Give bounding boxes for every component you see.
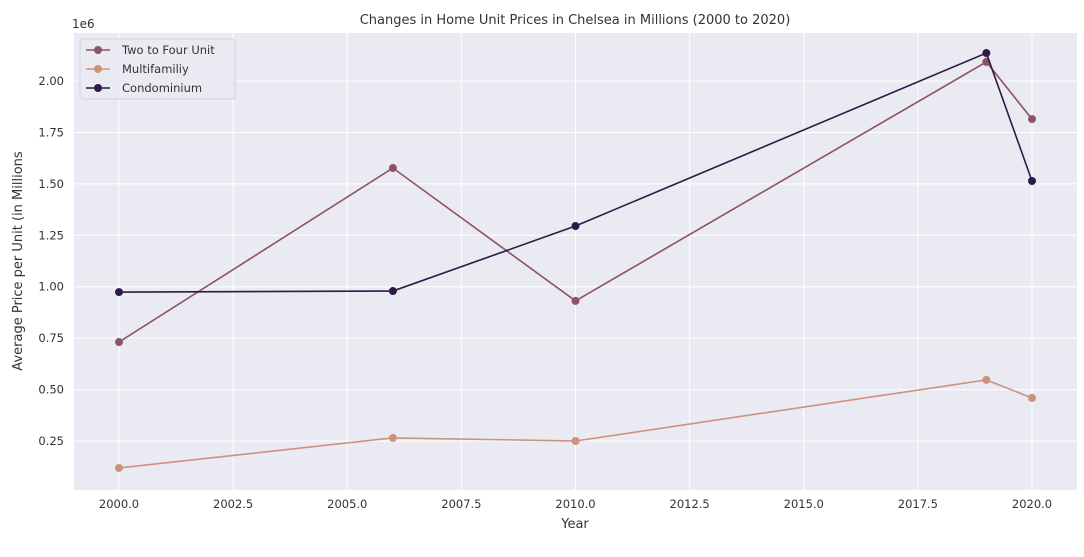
x-tick-label: 2020.0 (1012, 497, 1052, 511)
data-point (982, 49, 991, 58)
y-tick-label: 0.75 (38, 331, 64, 345)
series-lines (115, 49, 1036, 472)
data-point (115, 288, 123, 297)
data-point (571, 437, 580, 445)
x-tick-label: 2007.5 (441, 497, 481, 511)
y-offset-label: 1e6 (72, 17, 95, 31)
x-tick-label: 2012.5 (670, 497, 710, 511)
chart-title: Changes in Home Unit Prices in Chelsea i… (360, 13, 791, 28)
y-tick-label: 1.75 (38, 125, 64, 139)
y-tick-label: 1.50 (38, 177, 64, 191)
data-point (388, 287, 397, 296)
data-point (982, 375, 991, 384)
x-tick-label: 2017.5 (898, 497, 938, 511)
tick-labels: 2000.0 2002.5 2005.0 2007.5 2010.0 2012.5 2015… (38, 74, 1052, 511)
x-tick-label: 2000.0 (99, 497, 139, 511)
legend-marker (94, 65, 102, 73)
data-point (1028, 176, 1036, 185)
data-point (571, 296, 580, 305)
x-tick-label: 2010.0 (555, 497, 595, 511)
y-tick-label: 2.00 (38, 74, 64, 88)
x-axis-label: Year (560, 517, 589, 532)
x-tick-label: 2005.0 (327, 497, 367, 511)
legend-label: Multifamiliy (122, 62, 189, 76)
data-point (388, 164, 397, 173)
data-point (571, 222, 580, 231)
legend-box (79, 38, 236, 100)
legend: Two to Four Unit Multifamiliy Condominium (79, 38, 236, 100)
data-point (388, 433, 397, 442)
legend-label: Condominium (122, 81, 202, 95)
y-tick-label: 1.25 (38, 228, 64, 242)
y-tick-label: 1.00 (38, 280, 64, 294)
data-point (115, 338, 123, 347)
legend-label: Two to Four Unit (121, 43, 215, 57)
y-axis-label: Average Price per Unit (in Millions (11, 151, 26, 371)
y-tick-label: 0.50 (38, 383, 64, 397)
x-tick-label: 2015.0 (784, 497, 824, 511)
legend-marker (94, 84, 102, 92)
data-point (1028, 394, 1036, 403)
x-tick-label: 2002.5 (213, 497, 253, 511)
y-tick-label: 0.25 (38, 434, 64, 448)
data-point (1028, 115, 1036, 124)
data-point (115, 463, 123, 472)
legend-marker (94, 46, 102, 54)
